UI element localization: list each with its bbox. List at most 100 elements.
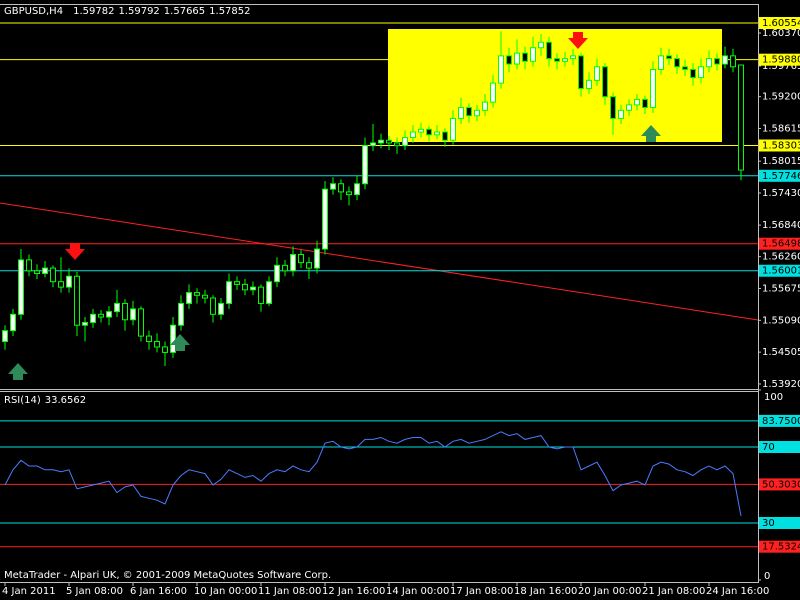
candle-body xyxy=(362,145,368,185)
candle-body xyxy=(538,41,544,49)
candle-body xyxy=(714,58,720,65)
candle-body xyxy=(266,281,272,304)
y-tick-label: 1.60370 xyxy=(762,28,800,39)
candle-body xyxy=(146,335,152,343)
candle-body xyxy=(690,68,696,79)
level-label: 1.57746 xyxy=(762,171,800,182)
candle-body xyxy=(210,297,216,315)
candle-body xyxy=(586,79,592,90)
sell-arrow xyxy=(65,243,85,260)
candle-body xyxy=(322,188,328,250)
level-label-box xyxy=(759,169,800,182)
candle-body xyxy=(378,139,384,144)
y-tick-label: 1.56260 xyxy=(762,252,800,263)
candle-body xyxy=(466,107,472,117)
candle-body xyxy=(338,183,344,193)
level-label: 1.60554 xyxy=(762,18,800,29)
y-tick-label: 1.59765 xyxy=(762,61,800,72)
candles xyxy=(2,31,744,517)
candle-body xyxy=(186,292,192,304)
level-label: 50.3030 xyxy=(762,479,800,490)
candle-body xyxy=(50,267,56,283)
candle-body xyxy=(42,267,48,275)
candle-body xyxy=(634,98,640,106)
y-tick-label: 1.56840 xyxy=(762,220,800,231)
frame xyxy=(0,4,759,583)
indicator-title: RSI(14) xyxy=(4,395,41,406)
candle-body xyxy=(498,55,504,84)
candle-body xyxy=(274,264,280,283)
y-tick-label: 0 xyxy=(764,571,770,582)
level-label: 1.58303 xyxy=(762,140,800,151)
candle-body xyxy=(194,292,200,296)
candle-body xyxy=(258,286,264,304)
candle-body xyxy=(34,270,40,275)
candle-body xyxy=(386,139,392,144)
x-tick-label: 5 Jan 08:00 xyxy=(66,586,123,597)
candle-body xyxy=(2,330,8,343)
level-label-box xyxy=(759,139,800,152)
candle-body xyxy=(698,66,704,79)
ohlc-value: 1.59792 xyxy=(118,6,159,17)
candle-body xyxy=(506,55,512,65)
x-tick-label: 18 Jan 16:00 xyxy=(514,586,577,597)
candle-body xyxy=(594,66,600,81)
candle-body xyxy=(58,281,64,288)
candle-body xyxy=(218,302,224,315)
y-tick-label: 1.59200 xyxy=(762,92,800,103)
candle-body xyxy=(578,55,584,90)
candle-body xyxy=(106,311,112,318)
candle-body xyxy=(290,253,296,272)
candle-body xyxy=(330,183,336,190)
candle-body xyxy=(730,55,736,68)
candle-body xyxy=(66,275,72,288)
candle-body xyxy=(250,286,256,291)
candle-body xyxy=(442,131,448,141)
candle-body xyxy=(298,253,304,264)
candle-body xyxy=(562,58,568,62)
candle-body xyxy=(346,191,352,196)
level-label-box xyxy=(759,414,800,427)
candle-body xyxy=(82,321,88,326)
candle-body xyxy=(242,283,248,291)
x-tick-label: 14 Jan 00:00 xyxy=(386,586,449,597)
indicator-header: RSI(14) 33.6562 xyxy=(4,395,86,406)
x-tick-label: 21 Jan 08:00 xyxy=(642,586,705,597)
ohlc-value: 1.57665 xyxy=(164,6,205,17)
candle-body xyxy=(234,281,240,285)
candle-body xyxy=(170,324,176,353)
footer-text: MetaTrader - Alpari UK, © 2001-2009 Meta… xyxy=(4,570,331,581)
x-tick-label: 12 Jan 16:00 xyxy=(322,586,385,597)
candle-body xyxy=(706,58,712,68)
candle-body xyxy=(314,248,320,269)
levels xyxy=(0,22,758,548)
candle-body xyxy=(674,58,680,68)
candle-body xyxy=(138,308,144,337)
level-label-box xyxy=(759,478,800,491)
candle-body xyxy=(394,142,400,147)
candle-body xyxy=(122,302,128,321)
level-label-box xyxy=(759,441,800,453)
y-tick-label: 100 xyxy=(764,392,783,403)
candle-body xyxy=(410,131,416,138)
level-label-box xyxy=(759,17,800,30)
chart-header: GBPUSD,H4 1.59782 1.59792 1.57665 1.57852 xyxy=(4,6,251,17)
candle-body xyxy=(90,313,96,323)
candle-body xyxy=(282,264,288,272)
x-tick-label: 24 Jan 16:00 xyxy=(706,586,769,597)
y-tick-label: 1.55090 xyxy=(762,315,800,326)
level-label-box xyxy=(759,517,800,529)
candle-body xyxy=(114,302,120,313)
candle-body xyxy=(530,47,536,62)
candle-body xyxy=(306,262,312,269)
candle-body xyxy=(74,275,80,326)
candle-body xyxy=(642,98,648,109)
buy-arrow xyxy=(170,334,190,351)
y-tick-label: 1.57430 xyxy=(762,188,800,199)
level-label-box xyxy=(759,540,800,553)
candle-body xyxy=(602,66,608,98)
candle-body xyxy=(738,64,744,171)
highlight-box xyxy=(388,29,722,142)
level-label-box xyxy=(759,237,800,250)
